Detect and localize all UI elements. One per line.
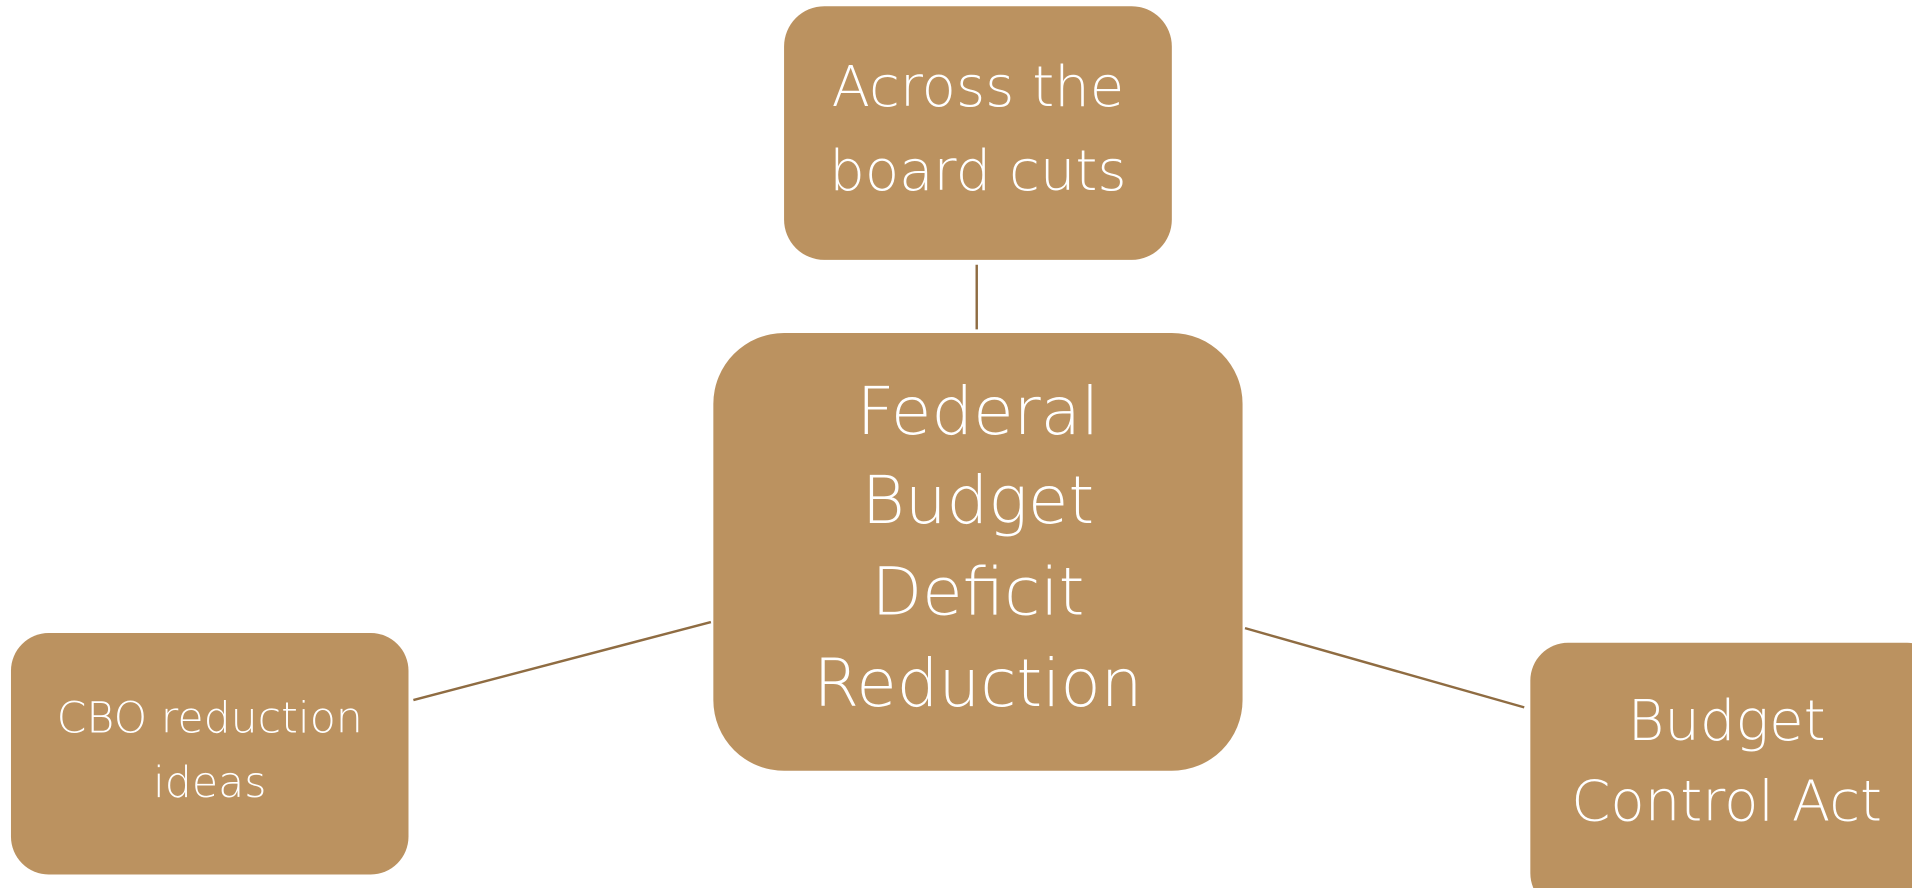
node-label: Federal [857, 373, 1100, 450]
node-label: Across the [832, 55, 1125, 120]
node-label: CBO reduction [57, 693, 363, 743]
node [784, 6, 1172, 260]
connector [1244, 626, 1525, 709]
center-node [713, 333, 1243, 771]
node [1530, 642, 1912, 888]
node-label: ideas [153, 758, 267, 808]
node-label: Control Act [1571, 769, 1882, 834]
node [10, 633, 409, 875]
node-label: Reduction [813, 645, 1142, 722]
node-label: Budget [1628, 689, 1826, 754]
connector [413, 620, 712, 702]
node-label: Budget [862, 462, 1094, 539]
node-label: Deficit [871, 553, 1084, 630]
node-label: board cuts [829, 139, 1126, 204]
